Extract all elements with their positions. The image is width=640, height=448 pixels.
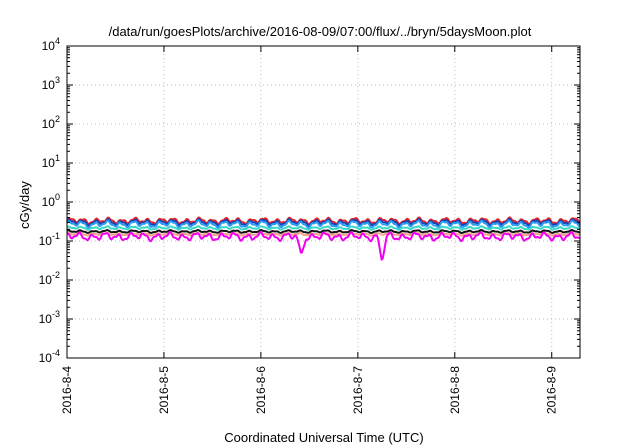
y-tick-label: 103: [42, 75, 60, 92]
x-axis-label: Coordinated Universal Time (UTC): [224, 430, 423, 445]
y-tick-exponent: 2: [55, 114, 60, 124]
series-line-1: [66, 216, 581, 226]
y-tick-exponent: 3: [55, 75, 60, 85]
y-tick-mantissa: 10: [39, 273, 53, 287]
y-tick-label: 100: [42, 192, 60, 209]
y-tick-mantissa: 10: [39, 312, 53, 326]
series-line-4: [66, 225, 581, 231]
x-tick-label: 2016-8-9: [545, 366, 559, 414]
series-group: [66, 216, 581, 261]
y-tick-exponent: 4: [55, 36, 60, 46]
x-tick-label: 2016-8-6: [254, 366, 268, 414]
y-tick-mantissa: 10: [42, 156, 56, 170]
x-tick-labels: 2016-8-4 2016-8-5 2016-8-6 2016-8-7 2016-8-8…: [60, 366, 559, 414]
y-tick-mantissa: 10: [42, 117, 56, 131]
y-tick-exponent: -2: [52, 270, 60, 280]
y-tick-mantissa: 10: [39, 351, 53, 365]
y-tick-label: 10-4: [39, 348, 60, 365]
y-axis-label: cGy/day: [17, 181, 32, 229]
y-tick-mantissa: 10: [42, 39, 56, 53]
chart-title: /data/run/goesPlots/archive/2016-08-09/0…: [109, 24, 532, 39]
series-line-7: [66, 230, 581, 261]
y-tick-exponent: -3: [52, 309, 60, 319]
y-tick-exponent: -4: [52, 348, 60, 358]
y-tick-mantissa: 10: [42, 195, 56, 209]
y-tick-label: 10-1: [39, 231, 60, 248]
y-tick-exponent: 1: [55, 153, 60, 163]
y-tick-label: 104: [42, 36, 60, 53]
y-tick-mantissa: 10: [39, 234, 53, 248]
y-tick-label: 10-3: [39, 309, 60, 326]
x-tick-label: 2016-8-8: [448, 366, 462, 414]
y-tick-label: 10-2: [39, 270, 60, 287]
x-tick-label: 2016-8-7: [351, 366, 365, 414]
y-tick-mantissa: 10: [42, 78, 56, 92]
grid: [67, 46, 580, 358]
x-tick-label: 2016-8-4: [60, 366, 74, 414]
y-tick-exponent: 0: [55, 192, 60, 202]
axis-ticks: [66, 45, 580, 359]
series-line-5: [66, 229, 581, 235]
series-line-2: [66, 218, 581, 227]
x-tick-label: 2016-8-5: [157, 366, 171, 414]
y-tick-label: 101: [42, 153, 60, 170]
y-tick-exponent: -1: [52, 231, 60, 241]
series-line-3: [66, 219, 581, 229]
y-tick-label: 102: [42, 114, 60, 131]
